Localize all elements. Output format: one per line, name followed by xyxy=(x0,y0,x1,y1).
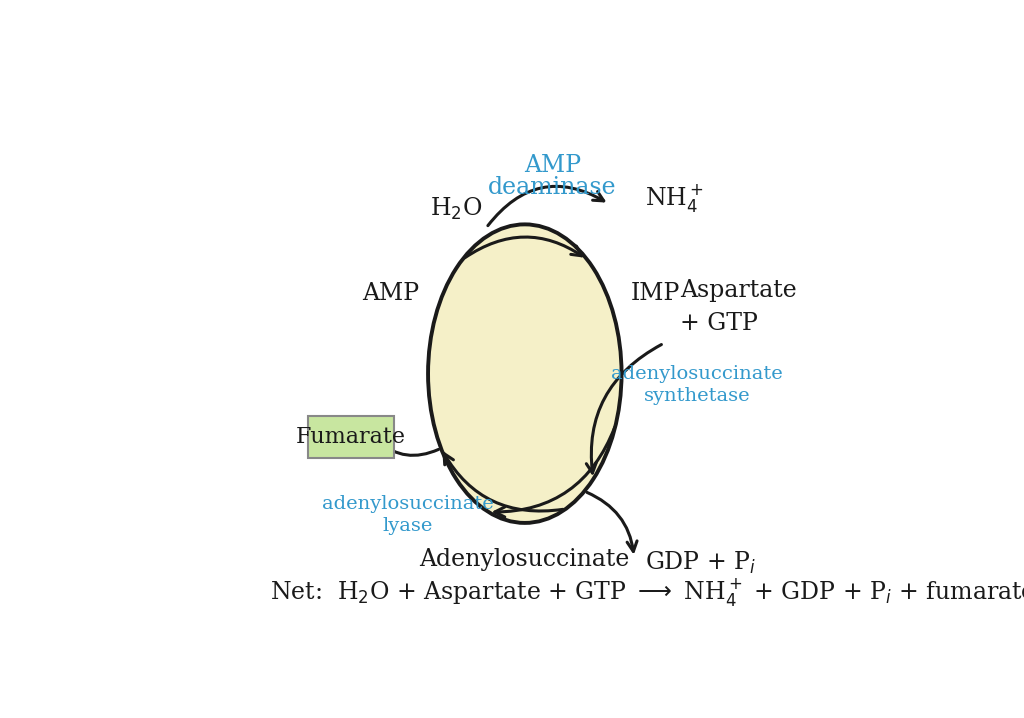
Text: NH$_4^+$: NH$_4^+$ xyxy=(645,182,703,215)
Text: adenylosuccinate: adenylosuccinate xyxy=(611,365,783,383)
Text: AMP: AMP xyxy=(524,154,581,177)
Text: + GTP: + GTP xyxy=(681,312,759,335)
Text: Aspartate: Aspartate xyxy=(681,279,798,302)
FancyBboxPatch shape xyxy=(308,416,394,458)
Text: adenylosuccinate: adenylosuccinate xyxy=(322,495,494,513)
Ellipse shape xyxy=(428,224,622,523)
Text: GDP + P$_i$: GDP + P$_i$ xyxy=(645,550,757,577)
Text: Fumarate: Fumarate xyxy=(296,426,407,448)
Text: deaminase: deaminase xyxy=(488,177,616,200)
Text: IMP: IMP xyxy=(631,282,680,305)
Text: Net:  H$_2$O + Aspartate + GTP $\longrightarrow$ NH$_4^+$ + GDP + P$_i$ + fumara: Net: H$_2$O + Aspartate + GTP $\longrigh… xyxy=(270,576,1024,608)
Text: Adenylosuccinate: Adenylosuccinate xyxy=(420,548,630,571)
Text: synthetase: synthetase xyxy=(644,388,751,406)
Text: AMP: AMP xyxy=(361,282,419,305)
Text: lyase: lyase xyxy=(383,518,433,536)
Text: H$_2$O: H$_2$O xyxy=(430,195,482,222)
